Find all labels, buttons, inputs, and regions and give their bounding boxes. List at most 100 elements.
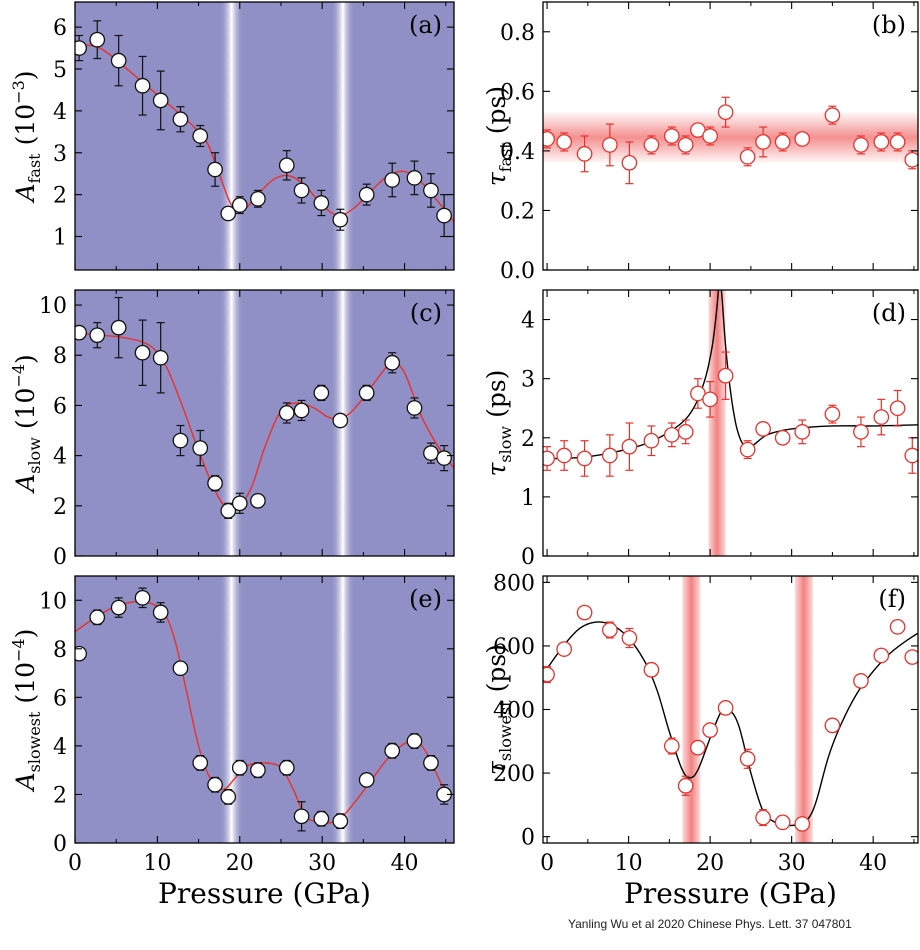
ylabel-sub-d: slow	[496, 426, 515, 463]
marker-e-8	[220, 789, 237, 805]
marker-e-5	[172, 660, 189, 677]
data-point-c-19	[436, 444, 452, 472]
ytick-label-e-4: 8	[53, 638, 67, 663]
data-point-b-6	[663, 126, 680, 146]
data-point-d-14	[794, 419, 811, 445]
marker-e-17	[406, 733, 423, 749]
data-point-e-11	[278, 759, 295, 776]
data-point-d-1	[556, 440, 573, 471]
data-point-b-12	[755, 126, 771, 158]
data-point-a-7	[207, 152, 223, 187]
data-point-c-7	[207, 475, 223, 492]
transition-band-f-0	[682, 576, 701, 843]
marker-c-17	[406, 400, 423, 416]
data-point-d-11	[739, 440, 756, 460]
panel-label-d: (d)	[872, 299, 906, 327]
data-point-f-4	[621, 627, 638, 649]
marker-a-3	[134, 77, 151, 94]
marker-d-14	[794, 424, 811, 440]
ytick-label-c-5: 10	[39, 294, 67, 319]
ylabel-unit-b: (ps)	[482, 86, 511, 134]
marker-d-18	[889, 400, 906, 417]
ytick-label-a-0: 1	[53, 226, 67, 251]
plot-area-a	[75, 2, 454, 270]
marker-c-2	[110, 319, 127, 336]
panel-d: 0 1 2 3 4 (d) τslow (ps)	[482, 289, 919, 570]
marker-d-7	[677, 424, 694, 440]
ytick-label-a-3: 4	[53, 100, 67, 125]
marker-e-9	[231, 759, 248, 776]
data-point-b-9	[702, 126, 718, 146]
data-point-b-15	[824, 105, 841, 125]
marker-b-5	[643, 137, 660, 153]
ytick-label-c-3: 6	[53, 394, 67, 419]
marker-c-18	[423, 445, 439, 461]
marker-c-6	[192, 440, 209, 456]
data-point-c-13	[313, 384, 330, 402]
panel-label-c: (c)	[410, 299, 442, 327]
ylabel-exp-a: −3	[9, 80, 28, 104]
ylabel-close-c: )	[11, 354, 40, 364]
data-point-c-2	[110, 296, 127, 359]
marker-b-1	[556, 134, 573, 150]
marker-a-2	[110, 52, 127, 69]
data-point-c-0	[75, 324, 87, 341]
data-point-f-6	[663, 737, 680, 755]
marker-e-12	[293, 808, 310, 825]
ytick-label-d-4: 4	[521, 309, 535, 334]
data-point-a-16	[384, 162, 401, 198]
ytick-label-c-4: 8	[53, 344, 67, 369]
data-point-a-17	[406, 160, 423, 196]
ytick-label-c-1: 2	[53, 495, 67, 520]
marker-d-1	[556, 447, 573, 464]
data-point-c-12	[293, 399, 310, 422]
ylabel-exp-c: −4	[9, 364, 28, 388]
data-point-b-7	[677, 135, 694, 155]
data-point-c-3	[134, 319, 151, 386]
data-point-f-0	[543, 665, 555, 684]
ytick-label-a-4: 5	[53, 58, 67, 83]
ytick-label-a-5: 6	[53, 16, 67, 41]
data-point-f-7	[677, 775, 694, 796]
marker-a-19	[436, 207, 452, 224]
data-point-e-19	[436, 784, 452, 805]
data-point-a-1	[89, 20, 106, 60]
xlabel-e: Pressure (GPa)	[158, 877, 371, 910]
axes-frame-e	[74, 575, 455, 844]
ylabel-unit-e: (10	[11, 662, 40, 704]
marker-e-15	[358, 772, 375, 788]
data-point-e-9	[231, 759, 248, 776]
ytick-label-e-5: 10	[39, 589, 67, 614]
ylabel-sub-b: fast	[496, 142, 515, 173]
data-point-a-8	[220, 205, 237, 222]
marker-c-11	[278, 405, 295, 421]
data-point-d-9	[702, 381, 718, 418]
transition-band-f-1	[794, 576, 813, 843]
data-point-e-17	[406, 733, 423, 749]
panel-c: 0 2 4 6 8 10 (c) Aslow (10−4)	[9, 289, 455, 570]
marker-d-0	[543, 450, 555, 467]
data-point-b-19	[904, 150, 918, 170]
data-point-e-4	[152, 602, 169, 623]
data-point-d-15	[824, 404, 841, 424]
panel-e: 0 2 4 6 8 10 0 10 20 30 40 (e) Aslowest (10−4) Pressur…	[9, 575, 455, 910]
data-point-c-16	[384, 352, 401, 374]
marker-e-14	[332, 813, 349, 830]
marker-d-3	[601, 447, 618, 464]
xtick-label-f-1: 10	[615, 851, 643, 876]
marker-c-16	[384, 354, 401, 371]
marker-f-7	[677, 777, 694, 794]
marker-a-6	[192, 128, 209, 144]
ytick-label-e-2: 4	[53, 735, 67, 760]
data-point-a-13	[313, 189, 330, 217]
data-point-d-12	[755, 421, 771, 437]
ytick-label-b-0: 0.0	[500, 259, 535, 284]
data-point-b-14	[794, 131, 811, 147]
marker-d-9	[702, 391, 718, 408]
data-point-e-13	[313, 810, 330, 827]
ylabel-d: τslow (ps)	[482, 370, 515, 477]
ytick-label-c-0: 0	[53, 545, 67, 570]
marker-d-10	[717, 367, 734, 384]
data-point-e-5	[172, 660, 189, 677]
marker-d-12	[755, 421, 771, 437]
